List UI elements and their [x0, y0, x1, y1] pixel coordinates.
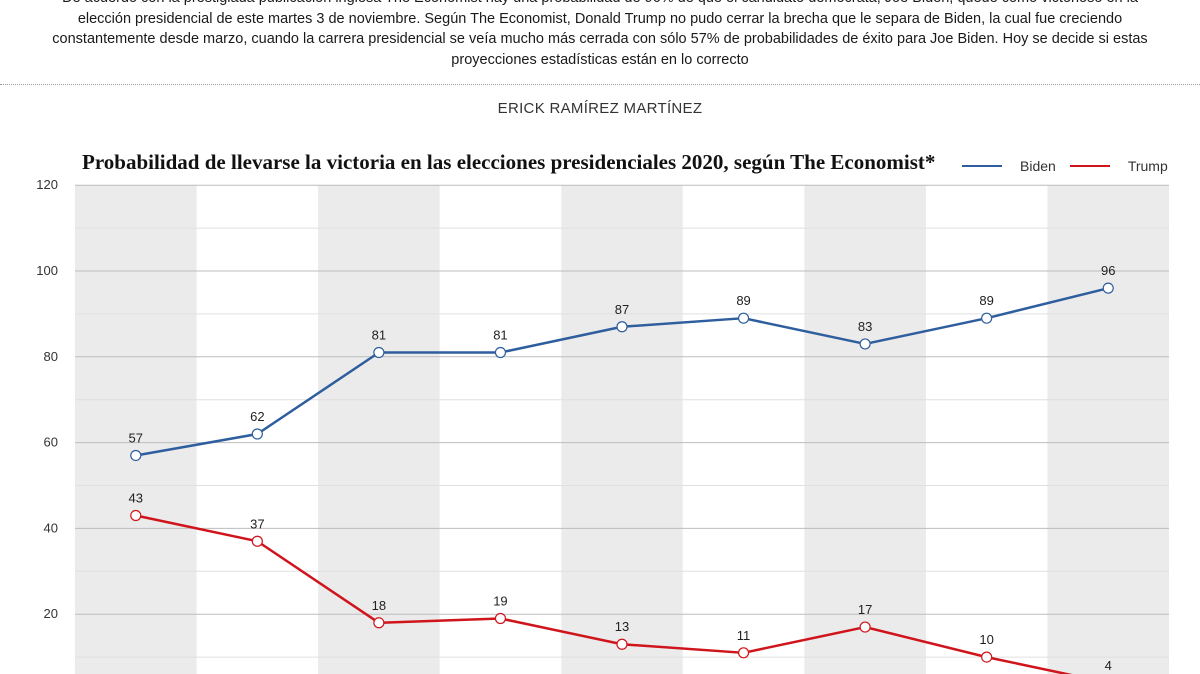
dotted-divider [0, 84, 1200, 85]
data-label-biden: 81 [493, 328, 507, 343]
data-point-biden [130, 449, 142, 462]
data-label-biden: 96 [1101, 263, 1115, 278]
data-point-trump [494, 612, 507, 625]
data-label-trump: 19 [493, 593, 507, 608]
legend-swatch-biden [962, 165, 1002, 167]
data-label-trump: 18 [372, 598, 386, 613]
author-byline: ERICK RAMÍREZ MARTÍNEZ [497, 100, 703, 117]
data-point-biden [737, 312, 750, 324]
data-point-trump [373, 617, 385, 629]
legend-swatch-trump [1069, 165, 1110, 167]
legend-label-biden: Biden [1020, 158, 1056, 174]
data-label-biden: 81 [372, 328, 386, 343]
data-point-biden [859, 338, 871, 350]
y-tick-label: 80 [44, 349, 58, 364]
data-point-trump [981, 651, 993, 663]
data-point-biden [981, 312, 993, 324]
y-tick-label: 100 [36, 263, 58, 278]
data-label-biden: 62 [250, 409, 264, 424]
chart-legend: Biden Trump [962, 157, 1182, 175]
data-point-trump [859, 621, 871, 633]
intro-text: De acuerdo con la prestigiada publicació… [0, 0, 1200, 70]
data-label-biden: 83 [858, 319, 872, 334]
data-label-biden: 89 [979, 293, 993, 308]
legend-item-trump: Trump [1069, 158, 1168, 174]
data-label-trump: 4 [1105, 658, 1112, 673]
data-point-trump [616, 638, 628, 650]
data-label-trump: 37 [250, 516, 264, 531]
data-label-trump: 13 [615, 619, 629, 634]
data-point-trump [737, 647, 750, 659]
chart-title: Probabilidad de llevarse la victoria en … [82, 150, 936, 174]
data-label-trump: 17 [858, 602, 872, 617]
background-band [75, 185, 197, 674]
background-band [561, 185, 683, 674]
data-label-biden: 87 [615, 302, 629, 317]
data-point-trump [251, 535, 263, 547]
y-tick-label: 20 [44, 606, 58, 621]
data-label-trump: 43 [129, 491, 143, 506]
y-tick-label: 60 [44, 435, 58, 450]
intro-line: elección presidencial de este martes 3 d… [77, 10, 1123, 27]
data-point-biden [373, 346, 385, 359]
background-band [1047, 185, 1169, 674]
intro-line: constantemente desde marzo, cuando la ca… [52, 31, 1148, 47]
data-point-trump [130, 509, 142, 522]
data-label-trump: 11 [737, 628, 751, 643]
intro-line: proyecciones estadísticas están en lo co… [451, 51, 749, 68]
y-tick-label: 120 [36, 177, 58, 192]
legend-item-biden: Biden [962, 158, 1056, 174]
background-band [804, 185, 926, 674]
data-point-biden [616, 321, 628, 333]
y-tick-label: 40 [44, 520, 58, 535]
data-label-biden: 89 [736, 293, 750, 308]
data-label-biden: 57 [129, 430, 143, 445]
background-band [318, 185, 440, 674]
data-point-biden [251, 428, 263, 440]
data-point-biden [494, 346, 507, 359]
legend-label-trump: Trump [1127, 158, 1168, 174]
data-point-biden [1102, 282, 1114, 294]
intro-line: De acuerdo con la prestigiada publicació… [0, 0, 1200, 9]
data-label-trump: 10 [979, 632, 993, 647]
